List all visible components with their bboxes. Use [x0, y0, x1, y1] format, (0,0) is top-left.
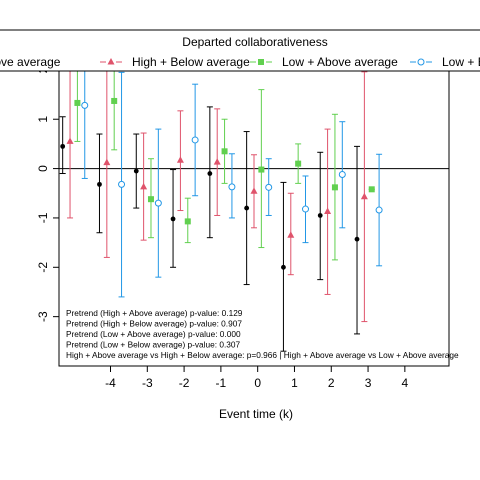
data-point: [111, 97, 118, 104]
y-tick-label: -1: [36, 212, 50, 223]
data-point: [281, 264, 286, 270]
data-point: [265, 183, 273, 191]
data-point: [118, 180, 126, 188]
data-point: [287, 231, 295, 238]
data-point: [354, 236, 360, 242]
data-point: [375, 206, 383, 214]
data-point: [221, 148, 228, 155]
data-point: [317, 213, 323, 218]
data-point: [184, 218, 191, 225]
legend-marker: [107, 58, 115, 65]
y-tick-label: -2: [36, 262, 50, 273]
x-axis-label: Event time (k): [219, 407, 293, 421]
y-tick-label: -3: [36, 311, 50, 322]
y-tick-label: 0: [36, 165, 50, 172]
data-point: [66, 137, 74, 144]
legend-box: [0, 29, 480, 72]
data-point: [176, 156, 184, 163]
data-point: [97, 181, 102, 187]
x-tick-label: -3: [142, 376, 153, 390]
data-point: [133, 168, 139, 174]
data-point: [324, 207, 332, 215]
legend-entry: Low + Above average: [250, 55, 398, 69]
legend-label: High + Above average: [0, 55, 61, 69]
x-tick-label: -1: [216, 376, 227, 390]
legend-entry: High + Below average: [100, 55, 250, 69]
x-tick-label: 1: [291, 376, 298, 390]
data-point: [207, 171, 213, 176]
legend-label: Low + Below average: [442, 55, 480, 69]
legend-label: High + Below average: [132, 55, 250, 69]
data-point: [154, 199, 162, 207]
series-group: [59, 64, 383, 352]
x-tick-label: 2: [328, 376, 335, 390]
data-point: [258, 166, 265, 173]
legend-title: Departed collaborativeness: [182, 35, 327, 49]
legend-entry: High + Above average: [0, 55, 61, 69]
series-1: [59, 106, 361, 352]
data-point: [331, 184, 338, 191]
data-point: [295, 160, 302, 167]
data-point: [103, 158, 111, 166]
data-point: [244, 205, 250, 211]
annotations: Pretrend (High + Above average) p-value:…: [66, 308, 459, 360]
data-point: [81, 101, 89, 109]
data-point: [213, 158, 221, 165]
data-point: [338, 171, 346, 179]
pvalue-annotation: Pretrend (Low + Above average) p-value: …: [66, 329, 241, 339]
data-point: [228, 183, 236, 191]
data-point: [74, 99, 81, 106]
data-point: [250, 187, 258, 194]
data-point: [368, 186, 375, 193]
legend-entry: Low + Below average: [410, 55, 480, 69]
legend: Departed collaborativeness High + Above …: [0, 29, 480, 72]
x-tick-label: -4: [105, 376, 116, 390]
pvalue-annotation: Pretrend (Low + Below average) p-value: …: [66, 340, 240, 350]
pvalue-annotation: High + Above average vs High + Below ave…: [66, 350, 459, 360]
x-tick-label: 0: [254, 376, 261, 390]
data-point: [191, 136, 199, 144]
data-point: [170, 216, 176, 222]
series-2: [66, 64, 368, 323]
data-point: [360, 192, 368, 200]
pvalue-annotation: Pretrend (High + Above average) p-value:…: [66, 308, 243, 318]
x-tick-label: -2: [179, 376, 190, 390]
series-4: [81, 64, 383, 298]
legend-marker: [258, 59, 264, 65]
data-point: [147, 196, 154, 203]
legend-marker: [417, 58, 425, 66]
data-point: [140, 182, 148, 190]
x-axis: -4 -3 -2 -1 0 1 2 3 4: [105, 366, 409, 390]
x-tick-label: 4: [402, 376, 409, 390]
data-point: [60, 143, 66, 149]
x-tick-label: 3: [365, 376, 372, 390]
data-point: [302, 205, 310, 213]
pvalue-annotation: Pretrend (High + Below average) p-value:…: [66, 319, 242, 329]
legend-label: Low + Above average: [282, 55, 398, 69]
y-tick-label: 1: [36, 116, 50, 123]
